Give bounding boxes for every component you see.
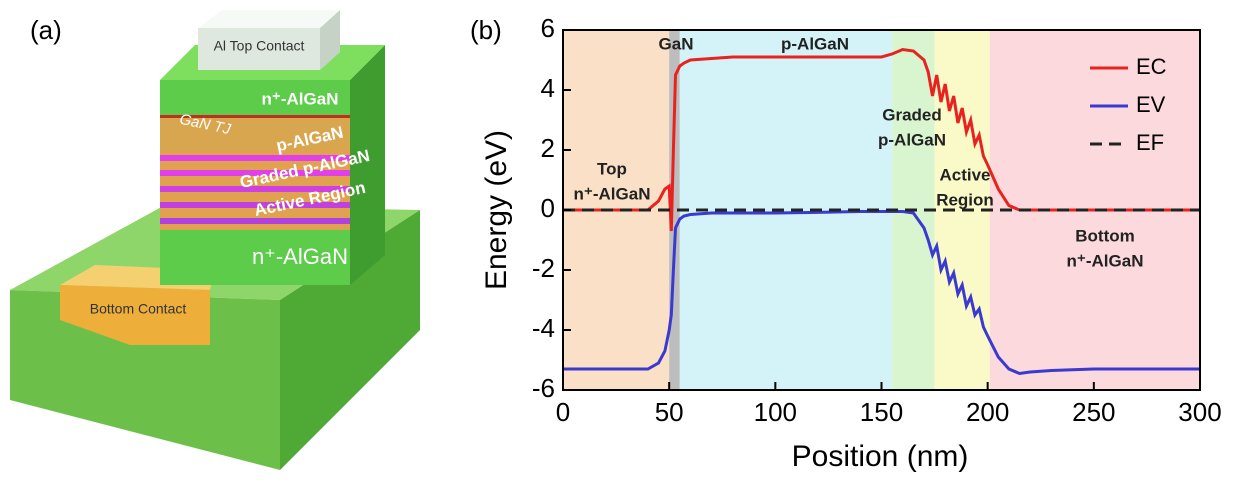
region-label: GaN [659,34,694,53]
y-tick-label: -4 [532,313,555,343]
region-label: p-AlGaN [878,130,946,149]
y-axis-label: Energy (eV) [480,130,513,290]
x-tick-label: 100 [754,397,797,427]
y-tick-label: 4 [541,73,555,103]
y-tick-label: 0 [541,193,555,223]
y-tick-label: 2 [541,133,555,163]
plot: Top n⁺-AlGaN GaN p-AlGaN Graded p-AlGaN Active… [563,30,1200,390]
region-label: Region [936,190,994,209]
y-tick-label: -6 [532,373,555,403]
top-contact [198,10,340,28]
legend-label: EF [1136,130,1164,155]
x-tick-label: 150 [860,397,903,427]
diagram-label: Bottom Contact [90,301,187,317]
y-tick-label: 6 [541,13,555,43]
region-label: Bottom [1075,226,1134,245]
device-diagram: (a) Al Top Contact n⁺-AlGaN GaN TJ p-AlG… [10,10,420,470]
panel-label: (a) [30,15,62,45]
region-label: Active [939,165,990,184]
layer [160,218,350,224]
region [680,30,892,390]
diagram-label: Al Top Contact [214,38,305,54]
panel-label: (b) [470,15,502,45]
y-tick-label: -2 [532,253,555,283]
region-label: Top [597,159,627,178]
region-label: n⁺-AlGaN [1067,251,1144,270]
region-label: n⁺-AlGaN [574,184,651,203]
legend-label: EV [1136,92,1166,117]
region-label: p-AlGaN [781,34,849,53]
x-tick-label: 0 [556,397,570,427]
figure: (a) Al Top Contact n⁺-AlGaN GaN TJ p-AlG… [0,0,1242,475]
diagram-label: n⁺-AlGaN [262,89,339,108]
diagram-label: n⁺-AlGaN [252,244,348,269]
x-tick-label: 200 [966,397,1009,427]
x-tick-label: 300 [1178,397,1221,427]
x-axis-label: Position (nm) [792,440,969,473]
x-tick-label: 50 [655,397,684,427]
x-tick-label: 250 [1072,397,1115,427]
region-label: Graded [882,105,942,124]
legend-label: EC [1136,54,1167,79]
